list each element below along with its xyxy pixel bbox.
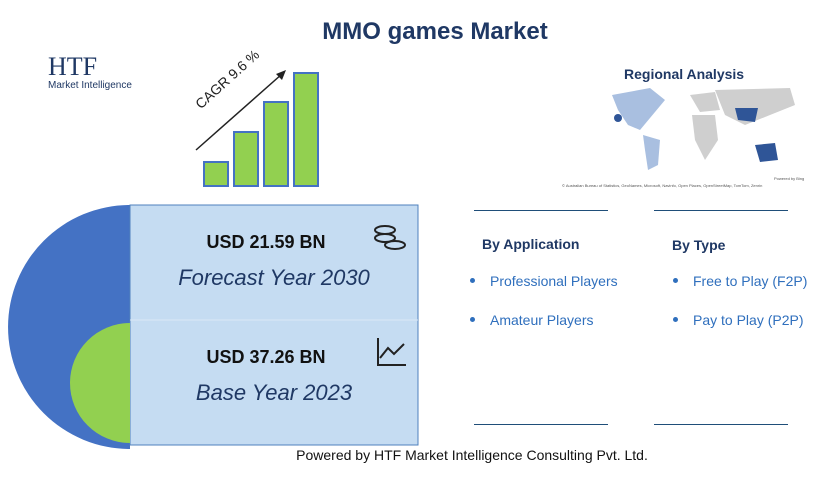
forecast-value: USD 21.59 BN: [206, 232, 326, 252]
map-attribution: © Australian Bureau of Statistics, GeoNa…: [562, 183, 763, 188]
divider: [474, 210, 608, 211]
arrow-head: [276, 70, 286, 80]
divider: [474, 424, 608, 425]
world-map: [610, 85, 810, 175]
title: MMO games Market: [322, 18, 548, 45]
bullet: [470, 317, 475, 322]
footer: Powered by HTF Market Intelligence Consu…: [296, 447, 648, 463]
base-value: USD 37.26 BN: [206, 347, 326, 367]
list-item: Amateur Players: [490, 312, 594, 328]
forecast-label: Forecast Year 2030: [178, 265, 370, 290]
trend-icon: [377, 338, 406, 366]
logo-subtitle: Market Intelligence: [48, 80, 132, 91]
divider: [654, 424, 788, 425]
coins-icon: [374, 225, 406, 250]
list-item: Pay to Play (P2P): [693, 312, 804, 328]
value-panel: [129, 204, 419, 446]
logo-mark: HTF: [48, 52, 98, 81]
type-title: By Type: [672, 237, 726, 253]
divider: [654, 210, 788, 211]
growth-bars: [203, 72, 319, 187]
bullet: [673, 278, 678, 283]
application-title: By Application: [482, 236, 580, 252]
green-half-circle: [70, 323, 130, 443]
base-label: Base Year 2023: [195, 380, 353, 405]
bullet: [470, 278, 475, 283]
growth-arrow: [195, 73, 283, 151]
map-credit: Powered by Bing: [774, 176, 805, 181]
list-item: Free to Play (F2P): [693, 273, 808, 289]
region-title: Regional Analysis: [624, 66, 745, 82]
list-item: Professional Players: [490, 273, 618, 289]
bullet: [673, 317, 678, 322]
